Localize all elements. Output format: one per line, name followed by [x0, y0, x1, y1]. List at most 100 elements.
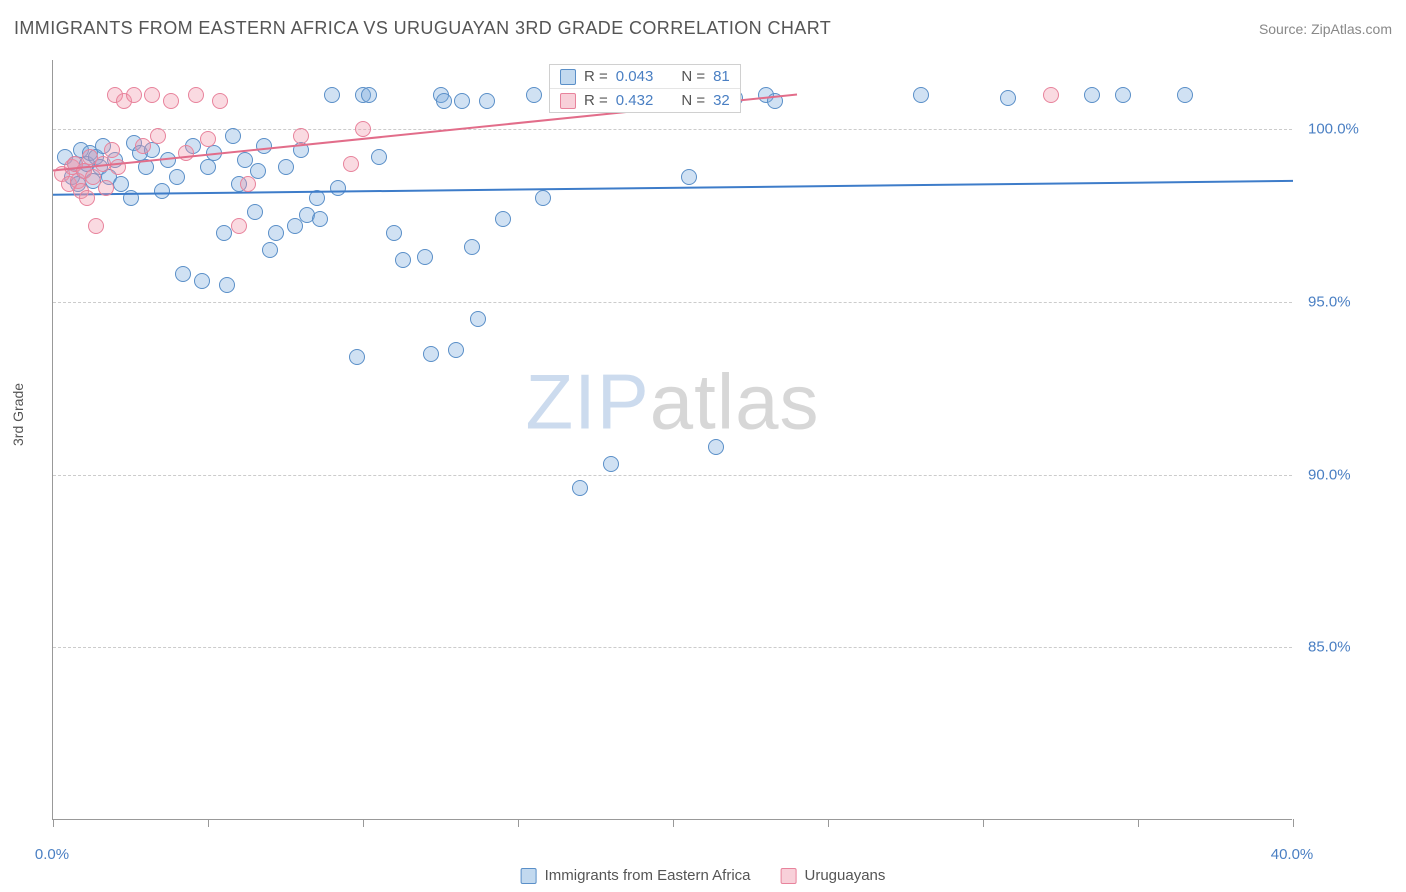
n-value: 81 [713, 68, 730, 85]
x-tick [1293, 819, 1294, 827]
data-point [436, 93, 452, 109]
data-point [1000, 90, 1016, 106]
data-point [163, 93, 179, 109]
r-value: 0.043 [616, 68, 654, 85]
chart-source: Source: ZipAtlas.com [1259, 21, 1392, 37]
legend-swatch [560, 93, 576, 109]
data-point [200, 159, 216, 175]
data-point [386, 225, 402, 241]
y-tick-label: 100.0% [1308, 121, 1359, 138]
data-point [98, 180, 114, 196]
n-label: N = [681, 68, 705, 85]
data-point [681, 169, 697, 185]
data-point [423, 346, 439, 362]
data-point [767, 93, 783, 109]
data-point [262, 242, 278, 258]
data-point [135, 138, 151, 154]
stats-legend-row: R = 0.043 N = 81 [550, 65, 740, 89]
data-point [1084, 87, 1100, 103]
data-point [240, 176, 256, 192]
data-point [1043, 87, 1059, 103]
x-tick [208, 819, 209, 827]
gridline [53, 475, 1292, 476]
stats-legend: R = 0.043 N = 81 R = 0.432 N = 32 [549, 64, 741, 113]
watermark-atlas: atlas [650, 357, 820, 445]
x-tick [518, 819, 519, 827]
data-point [247, 204, 263, 220]
y-tick-label: 95.0% [1308, 293, 1351, 310]
legend-swatch [521, 868, 537, 884]
data-point [79, 190, 95, 206]
n-value: 32 [713, 92, 730, 109]
trend-line [53, 60, 1293, 820]
data-point [309, 190, 325, 206]
r-value: 0.432 [616, 92, 654, 109]
data-point [110, 159, 126, 175]
data-point [126, 87, 142, 103]
data-point [219, 277, 235, 293]
data-point [470, 311, 486, 327]
x-tick [828, 819, 829, 827]
data-point [268, 225, 284, 241]
data-point [88, 218, 104, 234]
x-tick [363, 819, 364, 827]
data-point [169, 169, 185, 185]
legend-item: Immigrants from Eastern Africa [521, 867, 751, 884]
legend-label: Uruguayans [805, 867, 886, 884]
data-point [454, 93, 470, 109]
y-axis-label: 3rd Grade [10, 383, 26, 446]
data-point [95, 156, 111, 172]
data-point [194, 273, 210, 289]
data-point [144, 87, 160, 103]
data-point [1177, 87, 1193, 103]
data-point [572, 480, 588, 496]
data-point [231, 218, 247, 234]
data-point [160, 152, 176, 168]
data-point [256, 138, 272, 154]
data-point [535, 190, 551, 206]
data-point [361, 87, 377, 103]
data-point [104, 142, 120, 158]
gridline [53, 647, 1292, 648]
x-tick [673, 819, 674, 827]
data-point [324, 87, 340, 103]
watermark-zip: ZIP [525, 357, 649, 445]
data-point [293, 142, 309, 158]
data-point [343, 156, 359, 172]
data-point [312, 211, 328, 227]
data-point [154, 183, 170, 199]
watermark: ZIPatlas [525, 356, 819, 447]
data-point [330, 180, 346, 196]
data-point [200, 131, 216, 147]
data-point [225, 128, 241, 144]
data-point [216, 225, 232, 241]
r-label: R = [584, 92, 608, 109]
data-point [138, 159, 154, 175]
gridline [53, 302, 1292, 303]
data-point [479, 93, 495, 109]
r-label: R = [584, 68, 608, 85]
data-point [250, 163, 266, 179]
data-point [150, 128, 166, 144]
plot-area: ZIPatlas R = 0.043 N = 81 R = 0.432 N = 32 [52, 60, 1292, 820]
n-label: N = [681, 92, 705, 109]
data-point [212, 93, 228, 109]
data-point [913, 87, 929, 103]
data-point [123, 190, 139, 206]
data-point [278, 159, 294, 175]
legend-item: Uruguayans [781, 867, 886, 884]
chart-header: IMMIGRANTS FROM EASTERN AFRICA VS URUGUA… [14, 18, 1392, 39]
legend-swatch [781, 868, 797, 884]
legend-swatch [560, 69, 576, 85]
data-point [448, 342, 464, 358]
data-point [188, 87, 204, 103]
legend-label: Immigrants from Eastern Africa [545, 867, 751, 884]
x-tick-label: 40.0% [1271, 846, 1314, 863]
x-tick [1138, 819, 1139, 827]
data-point [371, 149, 387, 165]
data-point [178, 145, 194, 161]
data-point [417, 249, 433, 265]
data-point [464, 239, 480, 255]
data-point [293, 128, 309, 144]
trend-line [53, 60, 1293, 820]
